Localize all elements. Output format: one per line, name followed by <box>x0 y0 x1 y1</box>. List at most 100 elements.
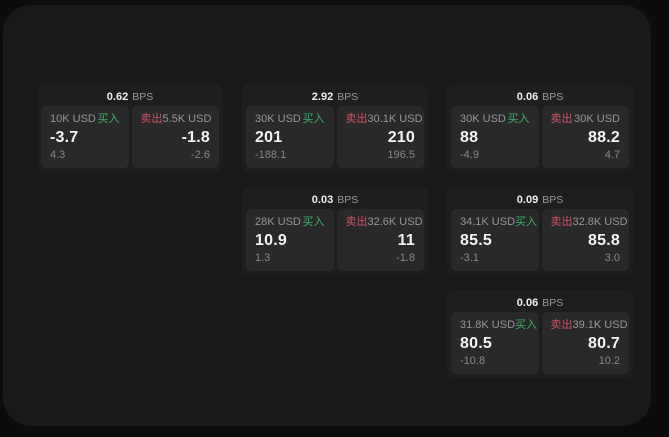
sell-quote-value: 11 <box>397 231 415 249</box>
buy-size-label: 34.1K USD <box>460 216 516 228</box>
buy-quote-value: 85.5 <box>460 231 492 249</box>
buy-pane[interactable]: 10K USD 买入 -3.7 4.3 <box>41 106 129 168</box>
buy-quote-value: 80.5 <box>460 334 492 352</box>
sell-tag: 卖出 <box>550 319 573 331</box>
sell-pane-header: 卖出 30K USD <box>551 113 621 126</box>
buy-pane-header: 34.1K USD 买入 <box>460 216 537 229</box>
bps-spread-value: 0.03 <box>311 194 334 206</box>
card-header: 0.62 BPS <box>41 88 219 106</box>
bps-unit-label: BPS <box>337 194 359 206</box>
buy-tag: 买入 <box>97 113 120 125</box>
buy-pane[interactable]: 31.8K USD 买入 80.5 -10.8 <box>451 312 539 374</box>
sell-pane[interactable]: 卖出 32.6K USD 11 -1.8 <box>336 209 424 271</box>
sell-pane-header: 卖出 32.6K USD <box>345 216 423 229</box>
buy-secondary-value: -4.9 <box>460 149 479 161</box>
sell-pane-header: 卖出 32.8K USD <box>551 216 628 229</box>
buy-tag: 买入 <box>302 216 325 228</box>
card-body: 34.1K USD 买入 85.5 -3.1 卖出 32.8K USD 85.8… <box>451 209 629 271</box>
card-header: 0.09 BPS <box>451 191 629 209</box>
sell-tag: 卖出 <box>140 113 163 125</box>
card-header: 0.06 BPS <box>451 88 629 106</box>
buy-pane-header: 30K USD 买入 <box>255 113 325 126</box>
buy-quote-value: 88 <box>460 128 479 146</box>
sell-tag: 卖出 <box>345 113 368 125</box>
bps-spread-value: 0.09 <box>516 194 539 206</box>
quote-card: 2.92 BPS 30K USD 买入 201 -188.1 卖出 30.1K U… <box>242 84 428 172</box>
buy-pane[interactable]: 30K USD 买入 88 -4.9 <box>451 106 539 168</box>
card-body: 10K USD 买入 -3.7 4.3 卖出 5.5K USD -1.8 -2.… <box>41 106 219 168</box>
sell-secondary-value: -2.6 <box>191 149 210 161</box>
sell-size-label: 32.8K USD <box>572 216 628 228</box>
buy-quote-value: 10.9 <box>255 231 287 249</box>
sell-pane[interactable]: 卖出 5.5K USD -1.8 -2.6 <box>131 106 219 168</box>
quote-card: 0.06 BPS 30K USD 买入 88 -4.9 卖出 30K USD 88… <box>447 84 633 172</box>
card-header: 2.92 BPS <box>246 88 424 106</box>
sell-quote-value: 210 <box>387 128 415 146</box>
sell-size-label: 39.1K USD <box>572 319 628 331</box>
sell-pane-header: 卖出 30.1K USD <box>345 113 423 126</box>
card-body: 31.8K USD 买入 80.5 -10.8 卖出 39.1K USD 80.… <box>451 312 629 374</box>
sell-pane-header: 卖出 39.1K USD <box>550 319 628 332</box>
buy-size-label: 31.8K USD <box>460 319 516 331</box>
sell-tag: 卖出 <box>345 216 368 228</box>
buy-quote-value: 201 <box>255 128 283 146</box>
quote-card: 0.03 BPS 28K USD 买入 10.9 1.3 卖出 32.6K USD… <box>242 187 428 275</box>
buy-size-label: 30K USD <box>255 113 301 125</box>
buy-secondary-value: -10.8 <box>460 355 486 367</box>
buy-secondary-value: -188.1 <box>255 149 287 161</box>
card-header: 0.06 BPS <box>451 294 629 312</box>
sell-pane[interactable]: 卖出 30K USD 88.2 4.7 <box>541 106 629 168</box>
sell-quote-value: -1.8 <box>181 128 210 146</box>
bps-unit-label: BPS <box>132 91 154 103</box>
bps-spread-value: 0.62 <box>106 91 129 103</box>
buy-pane-header: 28K USD 买入 <box>255 216 325 229</box>
bps-unit-label: BPS <box>542 297 564 309</box>
sell-pane[interactable]: 卖出 32.8K USD 85.8 3.0 <box>541 209 629 271</box>
bps-unit-label: BPS <box>337 91 359 103</box>
bps-unit-label: BPS <box>542 194 564 206</box>
sell-secondary-value: 10.2 <box>598 355 620 367</box>
buy-pane-header: 10K USD 买入 <box>50 113 120 126</box>
sell-size-label: 30.1K USD <box>367 113 423 125</box>
bps-spread-value: 2.92 <box>311 91 334 103</box>
sell-size-label: 30K USD <box>574 113 620 125</box>
quotes-grid: 0.62 BPS 10K USD 买入 -3.7 4.3 卖出 5.5K USD … <box>37 84 633 378</box>
bps-spread-value: 0.06 <box>516 91 539 103</box>
buy-pane[interactable]: 30K USD 买入 201 -188.1 <box>246 106 334 168</box>
sell-tag: 卖出 <box>550 113 573 125</box>
buy-quote-value: -3.7 <box>50 128 79 146</box>
card-body: 30K USD 买入 201 -188.1 卖出 30.1K USD 210 1… <box>246 106 424 168</box>
bps-spread-value: 0.06 <box>516 297 539 309</box>
sell-quote-value: 88.2 <box>588 128 620 146</box>
sell-secondary-value: 4.7 <box>604 149 620 161</box>
sell-secondary-value: 3.0 <box>604 252 620 264</box>
buy-pane[interactable]: 34.1K USD 买入 85.5 -3.1 <box>451 209 539 271</box>
sell-pane[interactable]: 卖出 39.1K USD 80.7 10.2 <box>541 312 629 374</box>
quote-card: 0.06 BPS 31.8K USD 买入 80.5 -10.8 卖出 39.1K… <box>447 290 633 378</box>
sell-secondary-value: 196.5 <box>387 149 415 161</box>
buy-secondary-value: -3.1 <box>460 252 479 264</box>
buy-size-label: 28K USD <box>255 216 301 228</box>
buy-secondary-value: 4.3 <box>50 149 66 161</box>
buy-tag: 买入 <box>515 319 538 331</box>
quote-card: 0.09 BPS 34.1K USD 买入 85.5 -3.1 卖出 32.8K … <box>447 187 633 275</box>
sell-secondary-value: -1.8 <box>396 252 415 264</box>
bps-unit-label: BPS <box>542 91 564 103</box>
buy-tag: 买入 <box>507 113 530 125</box>
card-body: 28K USD 买入 10.9 1.3 卖出 32.6K USD 11 -1.8 <box>246 209 424 271</box>
quote-card: 0.62 BPS 10K USD 买入 -3.7 4.3 卖出 5.5K USD … <box>37 84 223 172</box>
sell-quote-value: 80.7 <box>588 334 620 352</box>
buy-tag: 买入 <box>302 113 325 125</box>
sell-quote-value: 85.8 <box>588 231 620 249</box>
buy-size-label: 30K USD <box>460 113 506 125</box>
buy-size-label: 10K USD <box>50 113 96 125</box>
sell-pane[interactable]: 卖出 30.1K USD 210 196.5 <box>336 106 424 168</box>
card-body: 30K USD 买入 88 -4.9 卖出 30K USD 88.2 4.7 <box>451 106 629 168</box>
buy-pane[interactable]: 28K USD 买入 10.9 1.3 <box>246 209 334 271</box>
sell-pane-header: 卖出 5.5K USD <box>140 113 212 126</box>
sell-size-label: 32.6K USD <box>367 216 423 228</box>
buy-tag: 买入 <box>515 216 538 228</box>
card-header: 0.03 BPS <box>246 191 424 209</box>
buy-secondary-value: 1.3 <box>255 252 271 264</box>
sell-size-label: 5.5K USD <box>162 113 212 125</box>
